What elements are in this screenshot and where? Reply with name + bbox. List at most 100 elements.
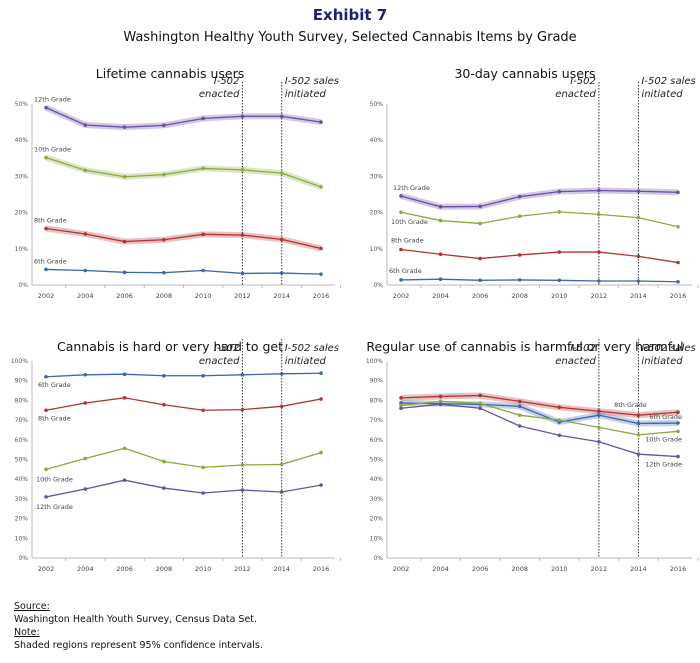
data-point	[279, 271, 284, 275]
data-point	[438, 252, 443, 257]
data-point	[399, 210, 403, 215]
chart-title: Regular use of cannabis is harmful or ve…	[366, 339, 683, 354]
data-point	[122, 446, 127, 451]
annotation-label: enacted	[555, 89, 596, 100]
data-point	[201, 166, 205, 171]
y-tick-label: 20%	[15, 210, 29, 217]
annotation-label: I-502	[214, 76, 240, 87]
data-point	[557, 250, 562, 254]
x-tick-label: 2004	[77, 565, 94, 573]
data-point	[162, 172, 166, 177]
y-tick-label: 10%	[370, 246, 384, 253]
data-point	[676, 260, 680, 265]
data-point	[478, 406, 482, 411]
series-label: 12th Grade	[34, 96, 71, 104]
data-point	[319, 120, 323, 124]
data-point	[279, 171, 284, 175]
data-point	[517, 253, 522, 257]
data-point	[597, 250, 601, 254]
annotation-label: I-502 sales	[641, 343, 695, 354]
data-point	[478, 278, 482, 283]
y-tick-label: 70%	[15, 417, 29, 424]
note-text: Shaded regions represent 95% confidence …	[14, 640, 263, 651]
data-point	[319, 272, 323, 276]
y-tick-label: 20%	[370, 210, 384, 217]
x-tick-label: 2012	[591, 565, 608, 573]
series-label: 10th Grade	[34, 146, 71, 154]
y-tick-label: 100%	[11, 358, 28, 365]
x-tick-label: 2002	[393, 292, 410, 300]
data-point	[636, 254, 641, 259]
chart-2: 30-day cannabis users 0% 10% 20% 30% 40% 50% 20…	[370, 66, 699, 300]
series-line	[45, 397, 322, 411]
chart-title: 30-day cannabis users	[454, 66, 595, 81]
data-point	[83, 456, 88, 461]
series-line	[45, 227, 322, 250]
data-point	[201, 268, 205, 273]
data-point	[597, 413, 601, 417]
series-line	[400, 278, 679, 283]
series-label: 8th Grade	[391, 237, 424, 245]
data-point	[676, 190, 680, 195]
data-point	[597, 188, 601, 193]
y-tick-label: 10%	[15, 535, 29, 542]
data-point	[319, 397, 323, 401]
x-tick-label: 2010	[195, 565, 212, 573]
data-point	[399, 403, 403, 408]
y-tick-label: 70%	[370, 417, 384, 424]
chart-3: Cannabis is hard or very hard to get 0% 10…	[11, 339, 342, 573]
data-point	[162, 270, 166, 275]
x-tick-label: 2012	[234, 292, 251, 300]
series-line	[400, 402, 679, 425]
data-point	[201, 373, 205, 378]
data-point	[319, 246, 323, 251]
data-point	[517, 413, 522, 417]
source-text: Washington Health Youth Survey, Census D…	[14, 614, 258, 625]
data-point	[83, 401, 88, 405]
data-point	[162, 486, 166, 490]
data-point	[636, 421, 641, 426]
data-point	[399, 406, 403, 411]
annotation-label: initiated	[285, 89, 327, 100]
data-point	[240, 488, 245, 492]
data-point	[44, 155, 48, 160]
series-line	[400, 189, 679, 208]
data-point	[438, 402, 443, 407]
data-point	[162, 123, 166, 128]
data-point	[240, 372, 245, 377]
series-line	[45, 107, 322, 128]
data-point	[279, 490, 284, 494]
data-point	[162, 402, 166, 407]
data-point	[162, 373, 166, 378]
y-tick-label: 80%	[370, 397, 384, 404]
data-point	[636, 452, 641, 456]
annotation-label: enacted	[199, 89, 240, 100]
x-tick-label: 2010	[551, 565, 568, 573]
x-tick-label: 2006	[116, 292, 133, 300]
data-point	[478, 256, 482, 261]
y-tick-label: 30%	[370, 173, 384, 180]
y-tick-label: 0%	[373, 282, 383, 289]
data-point	[597, 425, 601, 430]
data-point	[478, 221, 482, 226]
ci-band	[400, 187, 679, 210]
series-line	[400, 400, 679, 436]
y-tick-label: 50%	[370, 457, 384, 464]
data-point	[517, 214, 522, 219]
x-tick-label: 2004	[432, 565, 449, 573]
y-tick-label: 10%	[15, 246, 29, 253]
data-point	[122, 125, 127, 129]
data-point	[240, 407, 245, 412]
data-point	[83, 268, 88, 273]
data-point	[597, 279, 601, 283]
x-tick-label: 2002	[38, 565, 55, 573]
annotation-label: initiated	[641, 89, 683, 100]
y-tick-label: 40%	[15, 137, 29, 144]
annotation-label: initiated	[285, 356, 327, 367]
y-tick-label: 100%	[366, 358, 383, 365]
data-point	[399, 247, 403, 252]
data-point	[438, 277, 443, 282]
ci-band	[44, 104, 322, 131]
chart-1: Lifetime cannabis users 0% 10% 20% 30% 40% 50%…	[15, 66, 342, 300]
data-point	[636, 433, 641, 437]
